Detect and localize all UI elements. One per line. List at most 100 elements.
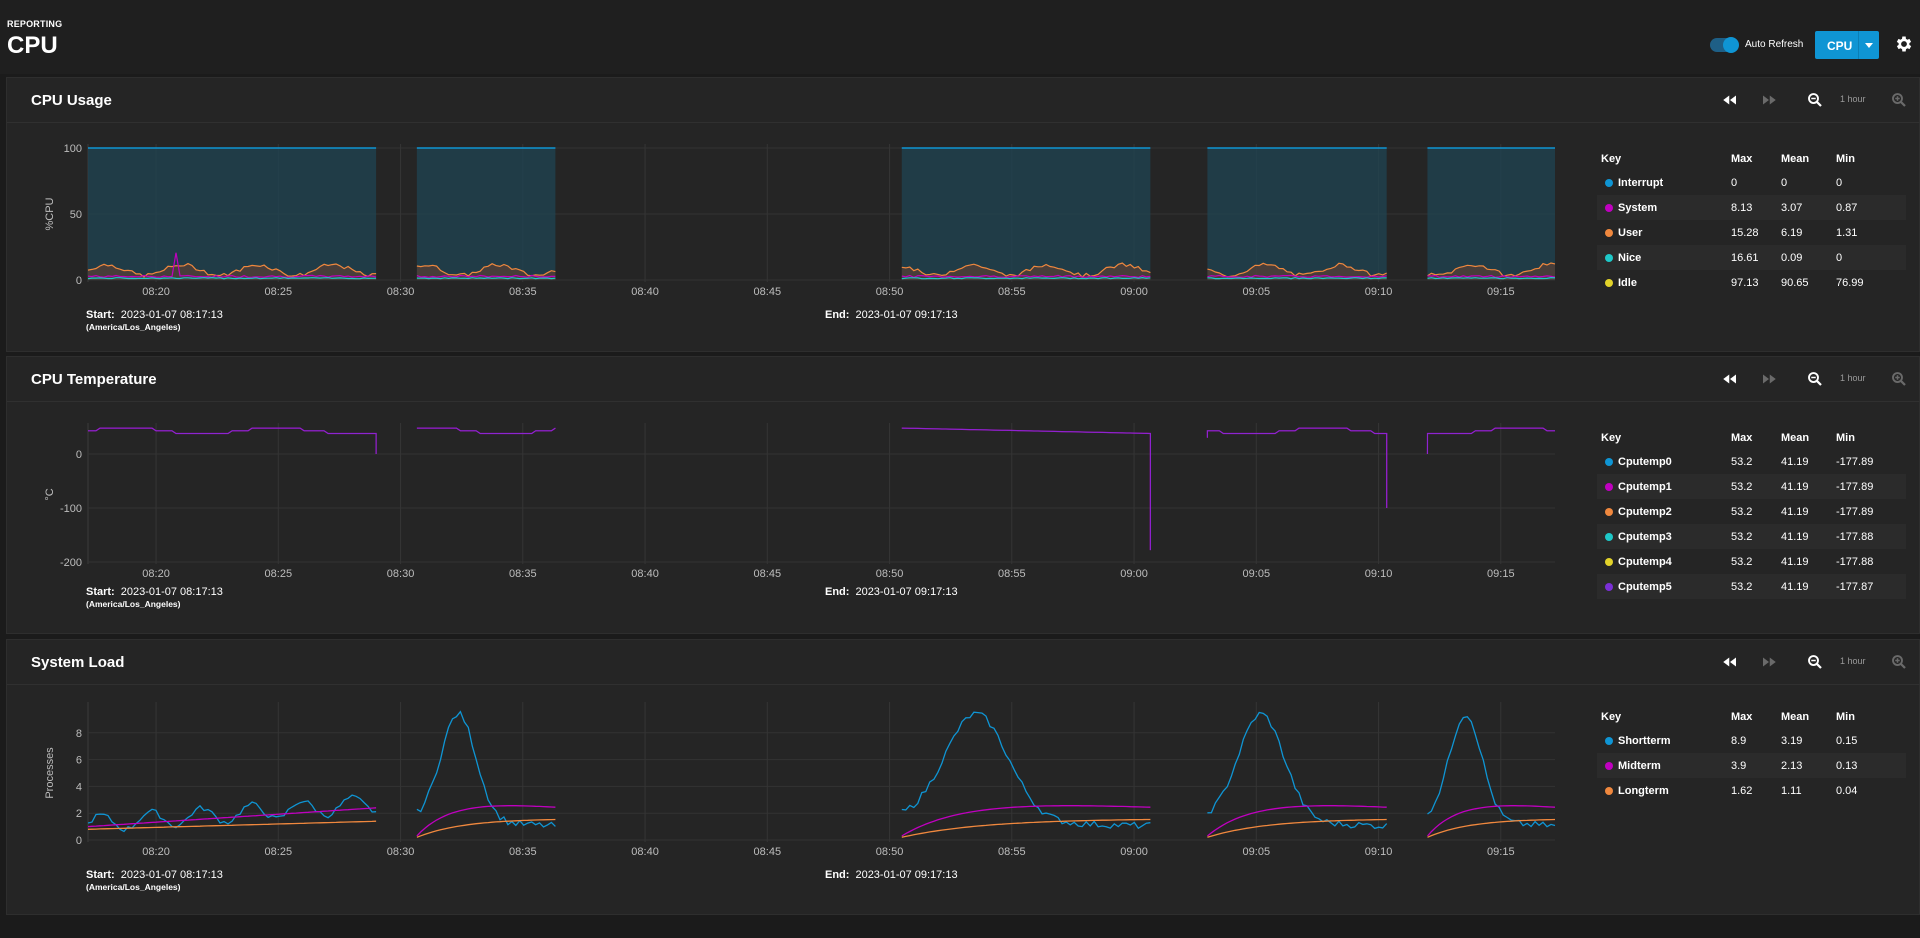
end-time: End: 2023-01-07 09:17:13 (825, 309, 958, 321)
legend-header-max: Max (1731, 711, 1753, 723)
legend-row[interactable]: Cputemp5 53.2 41.19 -177.87 (1597, 574, 1906, 599)
cpu-temperature-card: CPU Temperature 1 hour 0 -100 -200 °C 08:20 08:… (6, 356, 1920, 634)
zoom-in-icon[interactable] (1890, 370, 1908, 388)
x-tick-label: 09:05 (1243, 286, 1271, 298)
legend-row[interactable]: Interrupt 0 0 0 (1597, 170, 1906, 195)
y-tick-label: -100 (60, 503, 82, 515)
series-min: 0 (1836, 245, 1906, 270)
time-range-label: 1 hour (1840, 94, 1866, 104)
x-tick-label: 09:15 (1487, 846, 1515, 858)
auto-refresh-toggle[interactable] (1710, 37, 1739, 53)
legend-header-max: Max (1731, 153, 1753, 165)
series-min: 0.04 (1836, 784, 1858, 797)
y-axis-label: °C (44, 488, 56, 500)
series-max: 1.62 (1731, 784, 1753, 797)
zoom-in-icon[interactable] (1890, 653, 1908, 671)
shortterm-line (901, 711, 1151, 830)
legend-row[interactable]: Cputemp1 53.2 41.19 -177.89 (1597, 474, 1906, 499)
nice-line (901, 276, 1151, 280)
legend-header-max: Max (1731, 432, 1753, 444)
zoom-in-icon[interactable] (1890, 91, 1908, 109)
series-name: Nice (1618, 251, 1642, 264)
legend-row[interactable]: Midterm 3.9 2.13 0.13 (1597, 753, 1906, 778)
x-tick-label: 08:25 (265, 568, 293, 580)
y-tick-label: 100 (64, 143, 82, 155)
series-mean: 0.09 (1781, 245, 1836, 270)
x-tick-label: 08:45 (754, 286, 782, 298)
longterm-line (1207, 818, 1387, 838)
y-tick-label: 0 (76, 275, 82, 287)
legend-row[interactable]: Nice 16.61 0.09 0 (1597, 245, 1906, 270)
series-max: 8.9 (1731, 734, 1747, 747)
user-line (87, 262, 377, 278)
legend-row[interactable]: User 15.28 6.19 1.31 (1597, 220, 1906, 245)
series-min: -177.89 (1836, 455, 1874, 468)
y-axis-label: Processes (44, 747, 56, 799)
cputemp5-line (1426, 427, 1555, 455)
rewind-icon[interactable] (1721, 370, 1739, 388)
card-divider (7, 401, 1920, 402)
chart-plot: 100 50 0 %CPU 08:20 08:25 08:30 08:35 08:40 08:45… (44, 143, 1556, 298)
page-header: REPORTING CPU Auto Refresh CPU (0, 0, 1920, 74)
x-tick-label: 09:00 (1120, 568, 1148, 580)
series-mean: 41.19 (1781, 574, 1836, 599)
series-mean: 2.13 (1781, 753, 1836, 778)
zoom-out-icon[interactable] (1806, 653, 1824, 671)
card-divider (7, 684, 1920, 685)
series-mean: 3.07 (1781, 195, 1836, 220)
y-tick-label: 0 (76, 449, 82, 461)
legend-row[interactable]: Cputemp3 53.2 41.19 -177.88 (1597, 524, 1906, 549)
rewind-icon[interactable] (1721, 653, 1739, 671)
y-tick-label: -200 (60, 557, 82, 569)
nice-line (1427, 276, 1556, 280)
shortterm-line (1427, 715, 1556, 828)
system-line (1427, 274, 1556, 278)
series-mean: 41.19 (1781, 524, 1836, 549)
legend-row[interactable]: Longterm 1.62 1.11 0.04 (1597, 778, 1906, 803)
legend-row[interactable]: Cputemp0 53.2 41.19 -177.89 (1597, 449, 1906, 474)
chart-title: CPU Usage (31, 92, 112, 109)
fast-forward-icon[interactable] (1760, 653, 1778, 671)
chart-title: System Load (31, 654, 125, 671)
legend-row[interactable]: Idle 97.13 90.65 76.99 (1597, 270, 1906, 295)
y-tick-label: 2 (76, 808, 82, 820)
rewind-icon[interactable] (1721, 91, 1739, 109)
toggle-knob (1723, 37, 1739, 53)
longterm-line (901, 818, 1151, 838)
zoom-out-icon[interactable] (1806, 370, 1824, 388)
y-tick-label: 6 (76, 755, 82, 767)
chart-legend: Key Max Mean Min Cputemp0 53.2 41.19 -177.89 Cpu… (1597, 427, 1906, 599)
start-time: Start: 2023-01-07 08:17:13 (America/Los_An… (86, 586, 223, 609)
legend-header-key: Key (1601, 153, 1622, 165)
gear-icon[interactable] (1894, 34, 1914, 54)
fast-forward-icon[interactable] (1760, 370, 1778, 388)
legend-row[interactable]: Cputemp4 53.2 41.19 -177.88 (1597, 549, 1906, 574)
series-mean: 41.19 (1781, 555, 1809, 568)
series-color-dot (1605, 582, 1613, 591)
user-line (1427, 262, 1556, 277)
x-tick-label: 09:10 (1365, 568, 1393, 580)
fast-forward-icon[interactable] (1760, 91, 1778, 109)
end-time: End: 2023-01-07 09:17:13 (825, 586, 958, 598)
series-color-dot (1605, 557, 1613, 566)
series-min: -177.88 (1836, 555, 1874, 568)
series-color-dot (1605, 482, 1613, 491)
x-tick-label: 09:00 (1120, 286, 1148, 298)
series-name: Interrupt (1618, 176, 1664, 189)
legend-header-mean: Mean (1781, 711, 1810, 723)
x-tick-label: 08:45 (754, 846, 782, 858)
y-axis-label: %CPU (44, 197, 56, 230)
series-name: Cputemp2 (1618, 505, 1672, 518)
x-tick-label: 09:00 (1120, 846, 1148, 858)
zoom-out-icon[interactable] (1806, 91, 1824, 109)
time-range-label: 1 hour (1840, 656, 1866, 666)
x-tick-label: 08:55 (998, 286, 1026, 298)
legend-row[interactable]: System 8.13 3.07 0.87 (1597, 195, 1906, 220)
series-color-dot (1605, 253, 1613, 262)
report-select-button[interactable]: CPU (1815, 31, 1879, 59)
y-tick-label: 4 (76, 781, 82, 793)
legend-row[interactable]: Cputemp2 53.2 41.19 -177.89 (1597, 499, 1906, 524)
x-tick-label: 09:05 (1243, 568, 1271, 580)
legend-row[interactable]: Shortterm 8.9 3.19 0.15 (1597, 728, 1906, 753)
cpu-usage-card: CPU Usage 1 hour 100 50 0 %CPU 08:20 08:25 08:30… (6, 77, 1920, 352)
